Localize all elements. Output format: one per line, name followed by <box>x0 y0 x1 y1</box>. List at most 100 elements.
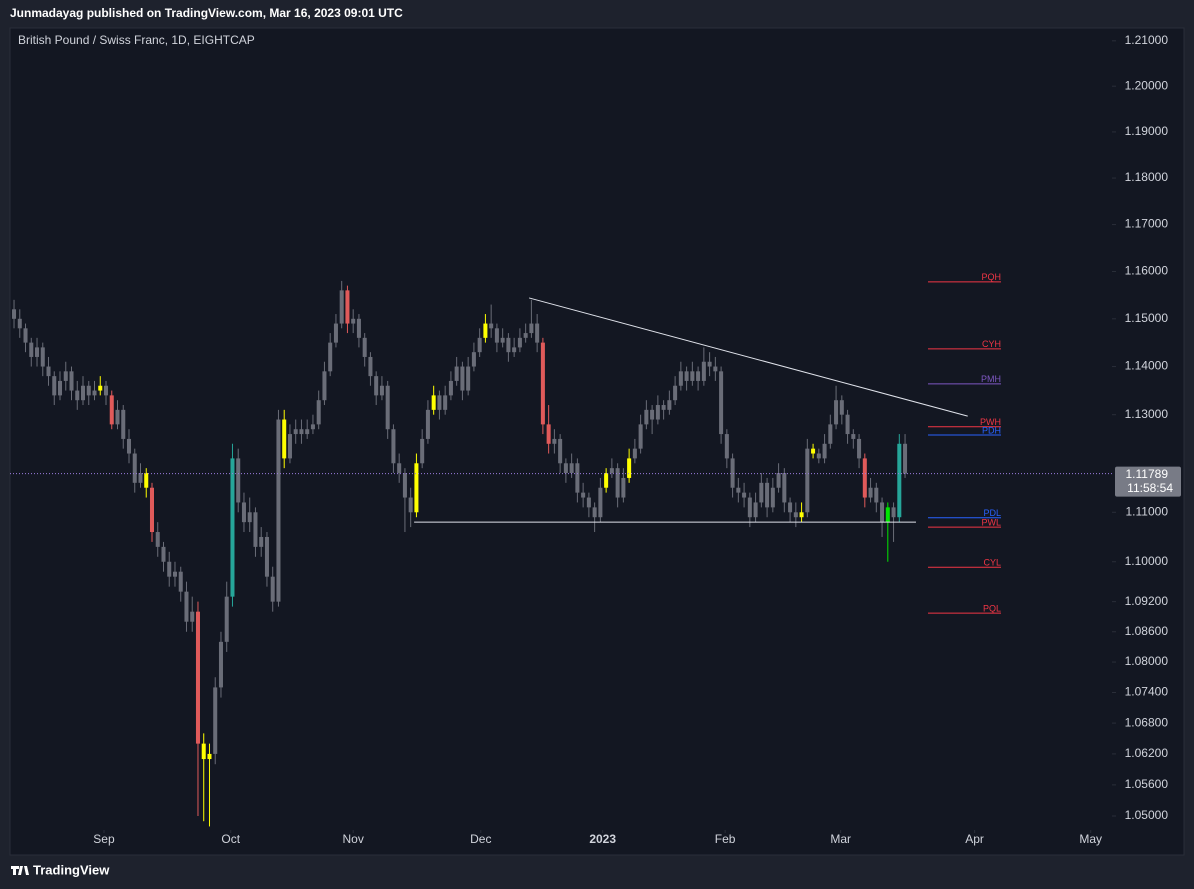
candle-body <box>247 512 252 523</box>
candle-body <box>414 463 419 513</box>
candle-body <box>58 380 63 396</box>
candle-body <box>592 507 597 518</box>
candle-body <box>345 290 350 324</box>
candle-body <box>604 473 609 488</box>
candle-body <box>126 438 132 454</box>
candle-body <box>161 546 166 562</box>
candle-body <box>719 371 724 435</box>
x-tick-label: Mar <box>830 832 851 846</box>
candle-body <box>552 438 557 444</box>
candle-body <box>632 448 637 459</box>
candle-body <box>69 371 74 391</box>
candle-body <box>713 366 718 372</box>
candle-body <box>793 512 798 518</box>
x-tick-label: 2023 <box>589 832 616 846</box>
candle-body <box>489 323 494 329</box>
level-label: PWH <box>980 417 1001 427</box>
level-label: CYH <box>982 339 1001 349</box>
candle-body <box>224 596 229 642</box>
candle-body <box>627 458 632 478</box>
x-tick-label: Sep <box>93 832 115 846</box>
y-tick-label: 1.06800 <box>1125 715 1169 729</box>
candle-body <box>121 409 126 439</box>
y-tick-label: 1.11000 <box>1126 504 1169 518</box>
trendline <box>528 297 968 417</box>
level-label: PQH <box>981 272 1001 282</box>
publish-info: Junmadayag published on TradingView.com,… <box>10 6 403 20</box>
candle-body <box>236 458 241 503</box>
candle-body <box>638 424 643 449</box>
candle-body <box>822 443 827 459</box>
y-tick-label: 1.15000 <box>1125 311 1169 325</box>
logo-icon <box>11 866 29 875</box>
candle-body <box>305 429 310 435</box>
candle-body <box>673 385 678 401</box>
candle-body <box>891 507 896 518</box>
level-label: PMH <box>981 374 1001 384</box>
candle-body <box>880 502 885 523</box>
candle-body <box>575 463 580 493</box>
candle-body <box>586 497 591 508</box>
candle-body <box>230 458 235 597</box>
last-price-label: 1.11789 <box>1126 467 1169 481</box>
x-tick-label: Apr <box>965 832 984 846</box>
candle-body <box>868 487 873 498</box>
candle-body <box>374 376 379 396</box>
candle-body <box>259 536 264 547</box>
candle-body <box>753 502 758 518</box>
candle-body <box>178 571 183 592</box>
candle-body <box>184 591 189 622</box>
candle-body <box>523 333 528 338</box>
x-tick-label: Oct <box>221 832 240 846</box>
last-price-box <box>1115 466 1181 497</box>
candle-body <box>494 328 499 343</box>
candle-body <box>684 371 689 381</box>
candle-body <box>644 409 649 425</box>
candle-body <box>661 405 666 410</box>
candle-body <box>362 337 367 357</box>
candle-body <box>517 337 522 348</box>
level-label: PWL <box>981 517 1001 527</box>
y-tick-label: 1.07400 <box>1125 685 1169 699</box>
candle-body <box>425 409 430 439</box>
candle-body <box>397 463 402 474</box>
candle-body <box>765 482 770 508</box>
candle-body <box>483 323 488 338</box>
candle-body <box>287 434 292 459</box>
candle-body <box>293 429 298 435</box>
candle-body <box>466 366 471 391</box>
candle-body <box>328 342 333 372</box>
y-tick-label: 1.05600 <box>1125 777 1169 791</box>
y-tick-label: 1.08000 <box>1125 654 1169 668</box>
y-tick-label: 1.17000 <box>1125 217 1169 231</box>
candle-body <box>46 366 51 377</box>
candle-body <box>724 434 729 459</box>
candle-body <box>500 337 505 343</box>
level-label: PDH <box>982 425 1001 435</box>
candle-body <box>805 448 810 513</box>
candle-body <box>834 400 839 425</box>
y-tick-label: 1.21000 <box>1125 33 1169 47</box>
candle-body <box>109 395 114 425</box>
candle-body <box>408 497 413 513</box>
candle-body <box>816 453 821 459</box>
candle-body <box>207 753 212 760</box>
candle-body <box>149 487 155 533</box>
candle-body <box>443 395 448 410</box>
candle-body <box>63 371 68 381</box>
candle-body <box>811 448 816 454</box>
candle-body <box>615 468 620 498</box>
candle-body <box>52 376 57 396</box>
candle-body <box>799 512 804 518</box>
y-tick-label: 1.19000 <box>1125 124 1169 138</box>
candle-body <box>506 337 511 353</box>
candle-body <box>385 385 390 430</box>
candle-body <box>282 419 287 459</box>
y-tick-label: 1.20000 <box>1125 78 1169 92</box>
y-tick-label: 1.13000 <box>1125 407 1169 421</box>
candle-body <box>903 443 908 474</box>
candle-body <box>897 443 902 518</box>
candle-body <box>851 434 856 439</box>
candle-body <box>241 502 246 523</box>
candle-body <box>788 502 793 513</box>
